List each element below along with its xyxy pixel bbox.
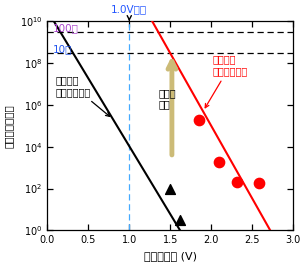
Point [196, 117, 201, 122]
Point [256, 181, 261, 186]
Text: 電界効果
トランジスタ: 電界効果 トランジスタ [56, 75, 110, 116]
X-axis label: ゲート電圧 (V): ゲート電圧 (V) [144, 251, 197, 261]
Point [235, 180, 240, 184]
Text: 1.0V駆動: 1.0V駆動 [111, 4, 147, 20]
Point [217, 160, 222, 165]
Point [168, 187, 173, 191]
Y-axis label: 長期寿命（秒）: 長期寿命（秒） [4, 104, 14, 148]
Text: 100年: 100年 [53, 24, 79, 34]
Point [178, 218, 183, 223]
Text: 大幅な
向上: 大幅な 向上 [159, 88, 176, 109]
Text: トンネル
トランジスタ: トンネル トランジスタ [205, 54, 248, 108]
Text: 10年: 10年 [53, 45, 73, 55]
